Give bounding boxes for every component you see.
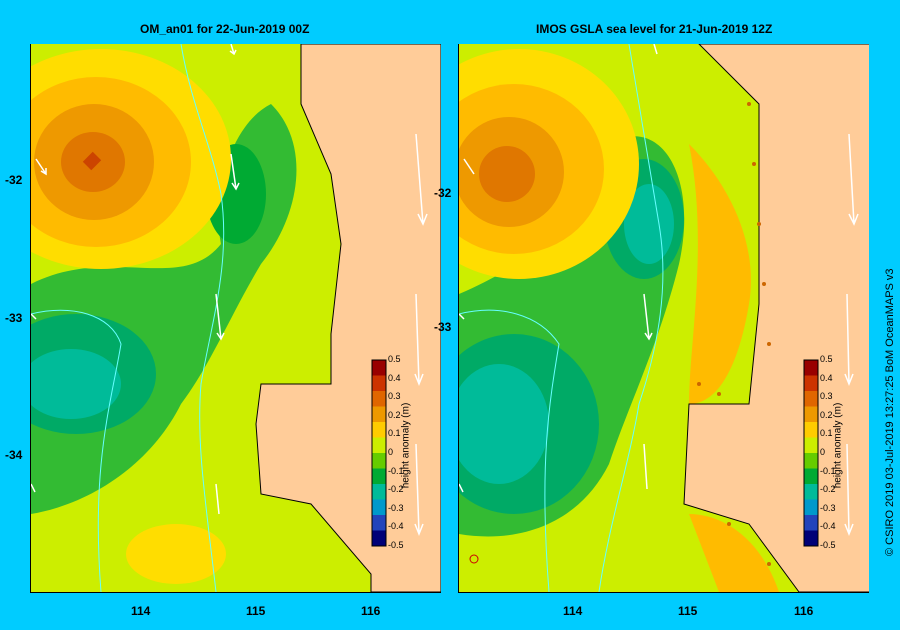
contour-high-core xyxy=(479,146,535,202)
colorbar-tick-label: -0.4 xyxy=(820,521,836,532)
colorbar-tick-label: -0.3 xyxy=(820,502,836,513)
x-tick-116-left: 116 xyxy=(361,604,381,618)
colorbar-frame xyxy=(803,359,819,547)
coastline-land xyxy=(255,44,441,592)
bathymetry-contour-deep xyxy=(459,309,560,592)
bathymetry-contour-deep xyxy=(31,309,122,592)
colorbar-tick-label: 0.3 xyxy=(388,391,401,402)
current-arrows xyxy=(31,44,428,537)
colorbar-segment xyxy=(372,391,386,407)
colorbar-tick-label: -0.5 xyxy=(820,540,836,550)
colorbar-tick-label: -0.1 xyxy=(820,465,836,476)
colorbar-segment xyxy=(372,453,386,469)
colorbar-tick-label: -0.2 xyxy=(820,484,836,495)
map-panel-model xyxy=(30,44,441,593)
y-tick-minus33-left: -33 xyxy=(5,311,23,325)
colorbar-tick-label: 0.2 xyxy=(820,409,833,420)
colorbar-tick-label: 0 xyxy=(820,447,826,457)
colorbar-tick-label: -0.5 xyxy=(388,540,404,550)
contour-low-west-core xyxy=(459,364,549,484)
colorbar-tick-label: 0 xyxy=(388,447,394,457)
x-tick-116-right: 116 xyxy=(794,604,814,618)
x-tick-115-left: 115 xyxy=(246,604,266,618)
panel-left-title: OM_an01 for 22-Jun-2019 00Z xyxy=(140,22,310,36)
x-tick-115-right: 115 xyxy=(678,604,698,618)
contour-low-west-core xyxy=(31,349,121,419)
colorbar-tick-label: 0.4 xyxy=(820,372,833,383)
colorbar-tick-label: -0.3 xyxy=(388,502,404,513)
altimeter-track-points xyxy=(697,102,771,566)
colorbar-segment xyxy=(804,375,818,392)
obs-marker xyxy=(469,554,479,564)
contour-high-coastal-south xyxy=(689,514,779,592)
colorbar-model xyxy=(371,359,387,547)
coastline-land xyxy=(683,44,869,592)
colorbar-tick-label: 0.3 xyxy=(820,391,833,402)
colorbar-segment xyxy=(372,360,386,376)
colorbar-segment xyxy=(804,406,818,423)
y-tick-minus32-right: -32 xyxy=(434,186,452,200)
colorbar-segment xyxy=(804,437,818,454)
colorbar-tick-label: -0.1 xyxy=(388,465,404,476)
y-tick-minus32-left: -32 xyxy=(5,173,23,187)
colorbar-segment xyxy=(804,391,818,407)
colorbar-segment xyxy=(804,360,818,376)
colorbar-tick-label: 0.4 xyxy=(388,372,401,383)
credit-text: © CSIRO 2019 03-Jul-2019 13:27:25 BoM Oc… xyxy=(884,268,896,556)
colorbar-segment xyxy=(804,422,818,438)
colorbar-frame xyxy=(371,359,387,547)
colorbar-segment xyxy=(804,530,818,547)
colorbar-observed xyxy=(803,359,819,547)
colorbar-title-model: height anomaly (m) xyxy=(400,402,412,489)
colorbar-tick-label: -0.4 xyxy=(388,521,404,532)
colorbar-segment xyxy=(804,499,818,516)
colorbar-tick-label: 0.1 xyxy=(820,428,833,439)
bathymetry-contour-shelf xyxy=(180,44,225,592)
current-arrows xyxy=(459,44,859,537)
x-tick-114-right: 114 xyxy=(563,604,583,618)
colorbar-tick-label: 0.2 xyxy=(388,409,401,420)
colorbar-segment xyxy=(372,499,386,516)
colorbar-segment xyxy=(372,406,386,423)
x-tick-114-left: 114 xyxy=(131,604,151,618)
colorbar-segment xyxy=(804,515,818,531)
colorbar-segment xyxy=(372,484,386,500)
colorbar-segment xyxy=(804,453,818,469)
colorbar-tick-label: 0.1 xyxy=(388,428,401,439)
colorbar-segment xyxy=(372,422,386,438)
colorbar-segment xyxy=(372,437,386,454)
bathymetry-contour-shelf xyxy=(598,44,664,592)
y-tick-minus33-right: -33 xyxy=(434,320,452,334)
colorbar-segment xyxy=(372,515,386,531)
contour-high-coastal xyxy=(689,144,751,404)
colorbar-segment xyxy=(804,468,818,485)
sea-level-map-model xyxy=(31,44,441,592)
panel-right-title: IMOS GSLA sea level for 21-Jun-2019 12Z xyxy=(536,22,773,36)
sea-level-map-observed xyxy=(459,44,869,592)
colorbar-tick-label: -0.2 xyxy=(388,484,404,495)
colorbar-title-observed: height anomaly (m) xyxy=(832,402,844,489)
colorbar-segment xyxy=(372,468,386,485)
contour-high-south xyxy=(126,524,226,584)
colorbar-segment xyxy=(372,530,386,547)
colorbar-tick-label: 0.5 xyxy=(388,354,401,364)
contour-high-peak xyxy=(82,151,102,171)
colorbar-segment xyxy=(804,484,818,500)
map-panel-observed xyxy=(458,44,869,593)
colorbar-segment xyxy=(372,375,386,392)
colorbar-tick-label: 0.5 xyxy=(820,354,833,364)
y-tick-minus34-left: -34 xyxy=(5,448,23,462)
